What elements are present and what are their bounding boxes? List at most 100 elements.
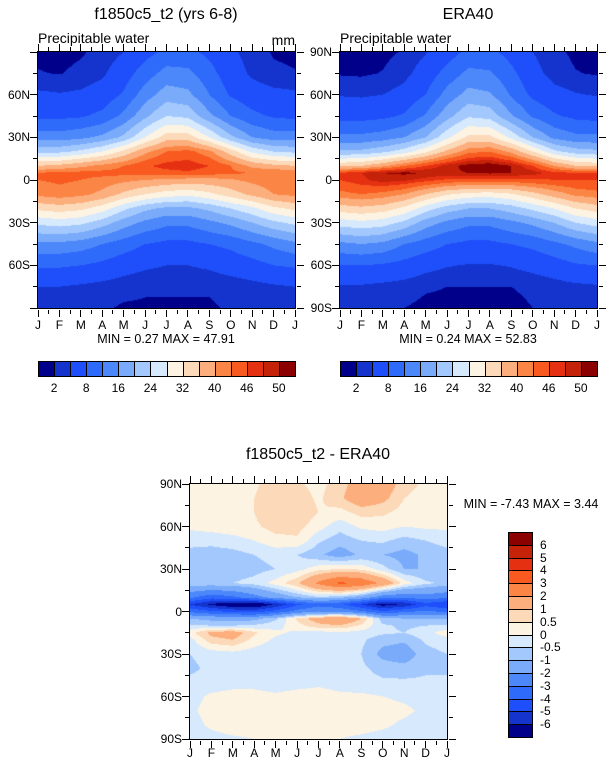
- colorbar-cell: [86, 361, 104, 377]
- month-label: J: [163, 318, 170, 332]
- lat-tick: [296, 136, 304, 138]
- month-tick: [251, 309, 253, 317]
- lat-tick: [184, 632, 189, 634]
- lat-tick: [334, 200, 339, 202]
- month-tick: [339, 309, 341, 317]
- month-tick: [210, 475, 212, 483]
- month-tick: [403, 740, 405, 748]
- month-label: O: [226, 318, 236, 332]
- colorbar-label: 46: [542, 381, 556, 395]
- month-tick: [382, 43, 384, 51]
- month-tick: [230, 43, 232, 51]
- colorbar-cell: [436, 361, 454, 377]
- colorbar-cell: [508, 634, 533, 649]
- month-tick: [275, 475, 277, 483]
- month-minor-tick: [155, 309, 157, 314]
- lat-tick: [184, 674, 189, 676]
- month-label: O: [378, 746, 388, 760]
- colorbar-cell: [70, 361, 88, 377]
- month-minor-tick: [435, 309, 437, 314]
- lat-tick: [448, 674, 453, 676]
- colorbar-cell: [404, 361, 422, 377]
- lat-tick: [448, 568, 456, 570]
- month-tick: [339, 475, 341, 483]
- month-label: A: [98, 318, 107, 332]
- month-tick: [596, 43, 598, 51]
- month-tick: [510, 43, 512, 51]
- lat-tick: [296, 72, 301, 74]
- month-tick: [575, 309, 577, 317]
- month-minor-tick: [392, 740, 394, 745]
- month-minor-tick: [200, 478, 202, 483]
- lat-tick: [448, 696, 456, 697]
- lat-tick: [181, 483, 189, 485]
- lat-tick: [32, 115, 37, 117]
- lat-tick: [181, 611, 189, 612]
- lat-label: 60N: [7, 87, 30, 102]
- month-minor-tick: [48, 46, 50, 51]
- month-minor-tick: [435, 46, 437, 51]
- month-tick: [58, 309, 60, 317]
- lat-tick: [331, 94, 339, 96]
- colorbar-cell: [508, 647, 533, 662]
- month-minor-tick: [133, 46, 135, 51]
- month-minor-tick: [457, 309, 459, 314]
- lat-label: 30S: [160, 647, 182, 661]
- month-tick: [101, 43, 103, 51]
- month-tick: [144, 309, 146, 317]
- month-minor-tick: [112, 46, 114, 51]
- lat-tick: [448, 589, 453, 591]
- lat-label: 30N: [309, 130, 332, 145]
- lat-tick: [598, 115, 603, 117]
- month-minor-tick: [371, 309, 373, 314]
- month-tick: [339, 43, 341, 51]
- lat-tick: [331, 222, 339, 224]
- month-tick: [187, 309, 189, 317]
- month-tick: [296, 740, 298, 748]
- lat-label: 30S: [8, 215, 30, 230]
- month-minor-tick: [219, 309, 221, 314]
- lat-tick: [181, 738, 189, 740]
- lat-tick: [32, 286, 37, 288]
- month-tick: [296, 475, 298, 483]
- month-label: D: [421, 746, 430, 760]
- colorbar-label: 24: [445, 381, 460, 395]
- month-tick: [425, 43, 427, 51]
- month-label: O: [528, 318, 538, 332]
- colorbar-cell: [508, 698, 533, 713]
- lat-tick: [29, 264, 37, 266]
- colorbar-label: 40: [510, 381, 524, 395]
- month-minor-tick: [176, 46, 178, 51]
- lat-tick: [334, 243, 339, 245]
- lat-tick: [334, 72, 339, 74]
- diff-minmax-label: MIN = -7.43 MAX = 3.44: [463, 497, 599, 511]
- lat-label: 90N: [159, 477, 182, 491]
- month-minor-tick: [350, 46, 352, 51]
- month-minor-tick: [243, 478, 245, 483]
- colorbar-label: 50: [272, 381, 286, 395]
- month-label: J: [292, 318, 298, 332]
- lat-tick: [334, 286, 339, 288]
- month-label: S: [507, 318, 516, 332]
- month-tick: [273, 309, 275, 317]
- lat-tick: [296, 115, 301, 117]
- month-minor-tick: [243, 740, 245, 745]
- colorbar-cell: [420, 361, 438, 377]
- lat-tick: [448, 504, 453, 506]
- lat-tick: [32, 158, 37, 160]
- month-label: S: [205, 318, 214, 332]
- lat-tick: [448, 483, 456, 485]
- month-minor-tick: [500, 46, 502, 51]
- month-tick: [446, 475, 448, 483]
- lat-label: 0: [325, 173, 332, 187]
- month-minor-tick: [350, 309, 352, 314]
- month-minor-tick: [500, 309, 502, 314]
- lat-tick: [29, 307, 37, 309]
- difference-contour-plot: [190, 484, 447, 739]
- colorbar-cell: [508, 672, 533, 687]
- lat-tick: [448, 738, 456, 740]
- month-tick: [446, 740, 448, 748]
- month-tick: [360, 475, 362, 483]
- colorbar-cell: [508, 557, 533, 572]
- colorbar-label: 46: [240, 381, 254, 395]
